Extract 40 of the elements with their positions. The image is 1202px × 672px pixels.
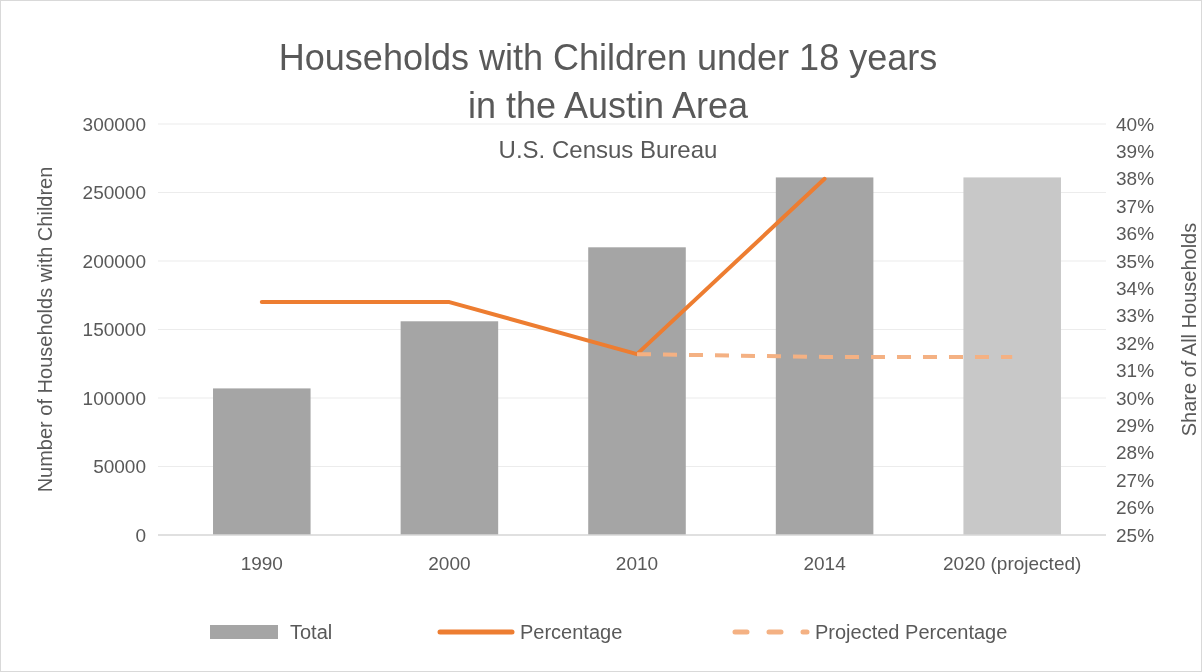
y2-tick-label: 39%: [1116, 141, 1155, 163]
y2-tick-label: 40%: [1116, 113, 1155, 135]
y2-tick-label: 35%: [1116, 250, 1155, 272]
bar: [213, 388, 311, 535]
y2-tick-label: 31%: [1116, 360, 1155, 382]
y2-tick-label: 30%: [1116, 387, 1155, 409]
y-tick-label: 150000: [82, 319, 146, 341]
y-tick-label: 0: [135, 524, 146, 546]
bar: [400, 321, 499, 535]
bar: [963, 177, 1061, 535]
y2-tick-label: 34%: [1116, 278, 1155, 300]
y2-tick-label: 36%: [1116, 223, 1155, 245]
text: U.S. Census Bureau: [498, 136, 718, 163]
x-tick-label: 2020 (projected): [943, 553, 1082, 574]
y2-tick-label: 28%: [1116, 442, 1155, 464]
y2-tick-label: 29%: [1116, 415, 1155, 437]
x-tick-label: 1990: [240, 553, 283, 574]
y2-tick-label: 27%: [1116, 469, 1155, 491]
y2-tick-label: 25%: [1116, 524, 1155, 546]
y2-tick-label: 38%: [1116, 168, 1155, 190]
y-tick-label: 100000: [82, 387, 146, 409]
chart-title: Households with Children under 18 years in the Austin Area: [278, 37, 938, 126]
y-tick-label: 50000: [93, 456, 146, 478]
x-tick-label: 2014: [803, 553, 847, 574]
legend-label: Percentage: [520, 621, 623, 643]
bar: [588, 247, 686, 535]
legend-label: Total: [290, 621, 333, 643]
y-axis-title: Number of Households with Children: [34, 166, 56, 493]
y2-tick-label: 32%: [1116, 332, 1155, 354]
y-tick-label: 200000: [82, 250, 146, 272]
bar: [775, 177, 874, 535]
legend-label: Projected Percentage: [815, 621, 1008, 643]
y2-tick-label: 37%: [1116, 195, 1155, 217]
y-tick-label: 300000: [82, 113, 146, 135]
y-tick-label: 250000: [82, 182, 146, 204]
y2-axis-title: Share of All Households: [1178, 222, 1200, 437]
x-tick-label: 2000: [428, 553, 471, 574]
y2-tick-label: 26%: [1116, 497, 1155, 519]
x-tick-label: 2010: [615, 553, 659, 574]
y2-tick-label: 33%: [1116, 305, 1155, 327]
